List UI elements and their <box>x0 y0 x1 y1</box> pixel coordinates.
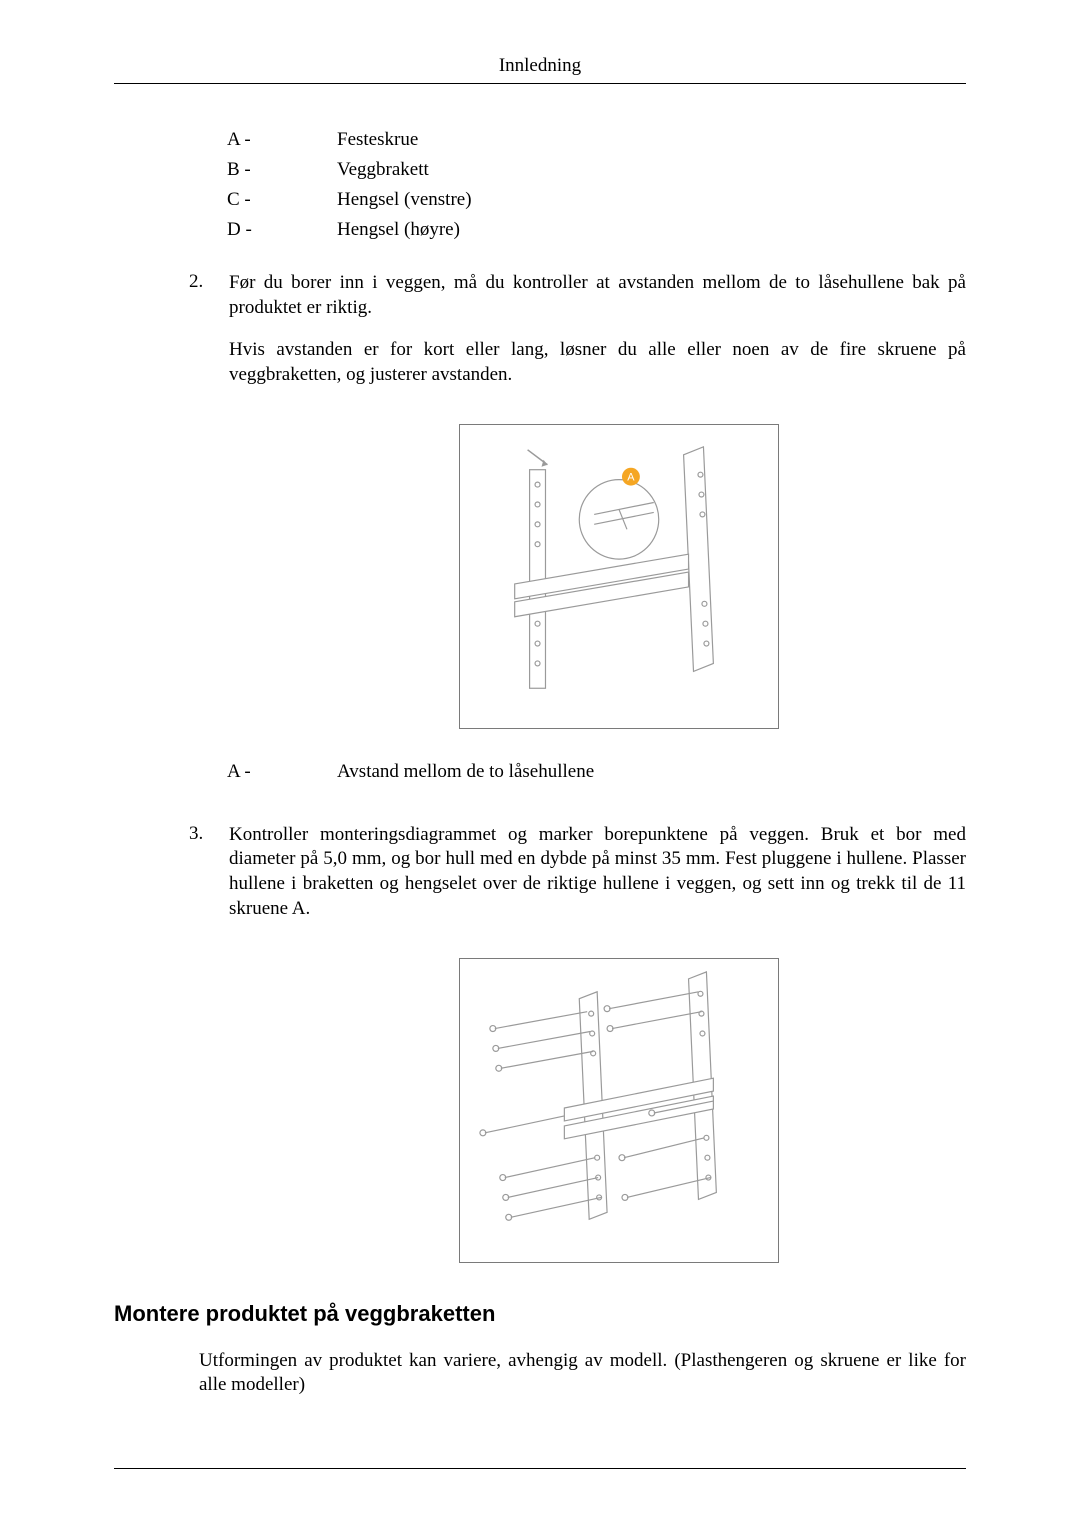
legend-list-1: A - Festeskrue B - Veggbrakett C - Hengs… <box>227 129 966 241</box>
step-number: 3. <box>189 823 229 940</box>
legend-row: C - Hengsel (venstre) <box>227 189 966 211</box>
step-body: Kontroller monteringsdiagrammet og marke… <box>229 823 966 940</box>
legend-val: Hengsel (høyre) <box>337 219 966 241</box>
legend-val: Avstand mellom de to låsehullene <box>337 761 966 783</box>
legend-key: A - <box>227 761 337 783</box>
callout-label: A <box>627 471 635 483</box>
step-3: 3. Kontroller monteringsdiagrammet og ma… <box>114 823 966 940</box>
step-body: Før du borer inn i veggen, må du kontrol… <box>229 271 966 406</box>
step-paragraph: Hvis avstanden er for kort eller lang, l… <box>229 338 966 387</box>
header-title: Innledning <box>499 55 581 76</box>
legend-key: D - <box>227 219 337 241</box>
legend-key: B - <box>227 159 337 181</box>
legend-list-2: A - Avstand mellom de to låsehullene <box>227 761 966 783</box>
step-paragraph: Kontroller monteringsdiagrammet og marke… <box>229 823 966 922</box>
legend-row: A - Festeskrue <box>227 129 966 151</box>
section-body: Utformingen av produktet kan variere, av… <box>199 1349 966 1398</box>
figure-bracket-screws <box>459 958 779 1263</box>
step-number: 2. <box>189 271 229 406</box>
legend-key: A - <box>227 129 337 151</box>
page-header: Innledning <box>114 55 966 84</box>
step-2: 2. Før du borer inn i veggen, må du kont… <box>114 271 966 406</box>
legend-val: Veggbrakett <box>337 159 966 181</box>
legend-row: D - Hengsel (høyre) <box>227 219 966 241</box>
step-paragraph: Før du borer inn i veggen, må du kontrol… <box>229 271 966 320</box>
footer-divider <box>114 1468 966 1469</box>
legend-val: Hengsel (venstre) <box>337 189 966 211</box>
section-heading: Montere produktet på veggbraketten <box>114 1301 966 1327</box>
legend-row: B - Veggbrakett <box>227 159 966 181</box>
document-page: Innledning A - Festeskrue B - Veggbraket… <box>0 0 1080 1438</box>
legend-val: Festeskrue <box>337 129 966 151</box>
figure-bracket-distance: A <box>459 424 779 729</box>
legend-key: C - <box>227 189 337 211</box>
legend-row: A - Avstand mellom de to låsehullene <box>227 761 966 783</box>
